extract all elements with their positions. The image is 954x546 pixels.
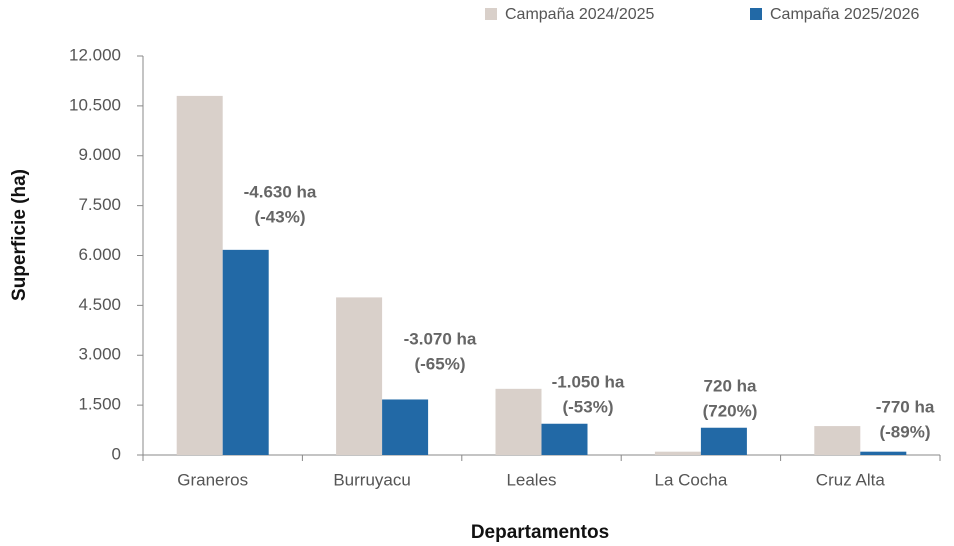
bar: [541, 423, 588, 455]
y-tick-label: 3.000: [78, 345, 121, 364]
annotation: (-89%): [879, 422, 930, 441]
annotation: (-43%): [254, 207, 305, 226]
annotation: -770 ha: [876, 397, 935, 416]
y-tick-label: 6.000: [78, 245, 121, 264]
x-tick-label: Graneros: [177, 470, 248, 489]
x-axis-title: Departamentos: [471, 522, 609, 543]
bar: [382, 399, 429, 455]
x-tick-label: Cruz Alta: [816, 470, 886, 489]
annotation: (-65%): [414, 354, 465, 373]
bar: [860, 451, 907, 455]
y-tick-label: 7.500: [78, 195, 121, 214]
y-tick-label: 0: [112, 444, 121, 463]
bar: [654, 451, 701, 455]
y-tick-label: 1.500: [78, 395, 121, 414]
bar: [176, 95, 223, 456]
bar: [495, 388, 542, 455]
x-tick-label: Leales: [506, 470, 556, 489]
x-tick-label: Burruyacu: [333, 470, 410, 489]
annotation: -3.070 ha: [404, 329, 477, 348]
y-tick-label: 4.500: [78, 295, 121, 314]
x-tick-label: La Cocha: [655, 470, 728, 489]
annotation: 720 ha: [704, 376, 757, 395]
annotation: (-53%): [562, 397, 613, 416]
bar: [222, 249, 269, 455]
y-axis-title: Superficie (ha): [9, 169, 30, 301]
y-tick-label: 12.000: [69, 45, 121, 64]
annotation: (720%): [703, 401, 758, 420]
y-tick-label: 10.500: [69, 95, 121, 114]
y-tick-label: 9.000: [78, 145, 121, 164]
legend-label: Campaña 2025/2026: [770, 6, 920, 23]
bar: [336, 297, 383, 455]
annotation: -1.050 ha: [552, 372, 625, 391]
legend-swatch: [750, 8, 762, 20]
annotation: -4.630 ha: [244, 182, 317, 201]
legend-label: Campaña 2024/2025: [505, 6, 655, 23]
bar: [814, 426, 861, 455]
legend-swatch: [485, 8, 497, 20]
bar: [700, 427, 747, 455]
